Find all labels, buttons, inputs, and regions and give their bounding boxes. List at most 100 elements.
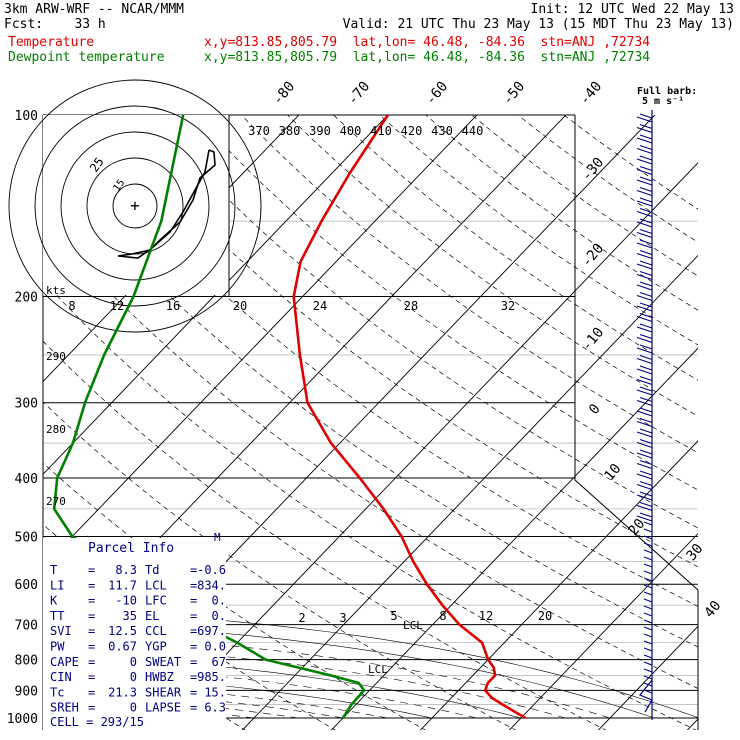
parcel-row-equals: = (190, 701, 197, 715)
parcel-row-equals: = (88, 640, 95, 654)
wind-barb (636, 249, 653, 260)
parcel-row-equals: = (190, 624, 197, 638)
parcel-row-label: SVI (50, 624, 72, 638)
hodograph-axis-label: kts (46, 284, 66, 297)
wind-barb (643, 619, 653, 624)
parcel-row-label: CCL (145, 624, 167, 638)
theta-label: 410 (370, 124, 392, 138)
dry-adiabat-line (333, 115, 698, 381)
parcel-row-equals: = (190, 578, 197, 592)
parcel-row-equals: = (88, 701, 95, 715)
parcel-row-value: 0 (130, 701, 137, 715)
wind-barb (636, 333, 653, 344)
pressure-tick-label: 500 (15, 530, 38, 545)
wind-barb (636, 186, 653, 197)
theta-label: 380 (279, 124, 301, 138)
parcel-row-label: LCL (145, 578, 167, 592)
wind-barb (636, 165, 653, 176)
wind-barb (643, 647, 653, 652)
wind-barb (636, 197, 653, 207)
side-temperature-label: 280 (46, 423, 66, 436)
hodograph-trace (117, 149, 216, 259)
dry-adiabat-line (43, 157, 698, 648)
pressure-tick-label: 400 (15, 472, 38, 487)
wind-barb (643, 598, 653, 603)
mixing-ratio-label: 2 (298, 611, 305, 625)
parcel-row-equals: = (190, 563, 197, 577)
wind-barb (636, 512, 653, 522)
parcel-row-label: Td (145, 563, 159, 577)
lcl-annotation: LCL (368, 663, 388, 676)
wind-barb (636, 323, 653, 333)
wind-barb (643, 521, 653, 526)
parcel-row-value: 697. (197, 624, 226, 638)
wind-barb (636, 375, 653, 386)
wind-barb (636, 239, 653, 249)
isotherm-label: -60 (423, 79, 452, 109)
dry-adiabat-line (102, 115, 698, 568)
parcel-row-value: 0. (212, 594, 226, 608)
wind-barb (643, 591, 653, 596)
wind-barb (636, 396, 653, 407)
dewpoint-legend: Dewpoint temperature (8, 50, 165, 65)
pressure-tick-label: 700 (15, 619, 38, 634)
dry-adiabat-line (195, 115, 698, 491)
wind-barb (636, 260, 653, 270)
wind-barb (636, 501, 653, 512)
dewpoint-location: x,y=813.85,805.79 lat,lon= 46.48, -84.36… (204, 50, 650, 65)
init-time: Init: 12 UTC Wed 22 May 13 (531, 2, 735, 17)
parcel-row-value: 0 (130, 655, 137, 669)
parcel-row-equals: = (88, 685, 95, 699)
dry-adiabat-line (43, 219, 698, 689)
mixing-ratio-label: 8 (439, 609, 446, 623)
wind-barb (636, 281, 653, 291)
isotherm-label: -10 (579, 325, 608, 355)
isotherm-line (686, 718, 698, 730)
wind-barb (643, 584, 653, 589)
wind-barb (636, 291, 653, 302)
dry-adiabat-line (471, 115, 698, 277)
pressure-tick-label: 900 (15, 684, 38, 699)
wind-barb (636, 302, 653, 312)
lcl-annotation: LCL (403, 619, 423, 632)
wind-barb (636, 218, 653, 228)
dry-adiabat-line (56, 115, 698, 607)
dry-adiabat-line (43, 401, 517, 730)
wind-barb (636, 407, 653, 417)
parcel-row-label: K (50, 594, 58, 608)
wind-barb (643, 633, 653, 638)
isotherm-line (597, 625, 698, 730)
parcel-row-label: PW (50, 640, 65, 654)
forecast-hour: Fcst: 33 h (4, 17, 106, 32)
pressure-tick-label: 1000 (7, 712, 38, 727)
parcel-row-label: LFC (145, 594, 167, 608)
wind-barb (636, 417, 653, 428)
pressure-tick-label: 300 (15, 397, 38, 412)
chart-header: 3km ARW-WRF -- NCAR/MMM Init: 12 UTC Wed… (0, 0, 740, 70)
wind-barb (643, 605, 653, 610)
hodograph-ring (60, 131, 210, 281)
theta-label: 400 (340, 124, 362, 138)
parcel-row-value: 985. (197, 670, 226, 684)
hodograph-ring-label: 28 (404, 299, 418, 313)
isotherm-line (241, 254, 698, 730)
side-temperature-label: 270 (46, 495, 66, 508)
parcel-row-equals: = (190, 670, 197, 684)
parcel-info-title: Parcel Info (88, 541, 174, 556)
dry-adiabat-line (287, 115, 698, 417)
wind-barb (643, 535, 653, 540)
parcel-row-label: EL (145, 609, 159, 623)
parcel-row-value: 21.3 (108, 685, 137, 699)
wind-barb (636, 123, 653, 134)
parcel-row-equals: = (88, 655, 95, 669)
parcel-row-equals: = (88, 670, 95, 684)
parcel-row-value: 0.67 (108, 640, 137, 654)
wind-barb (643, 570, 653, 575)
parcel-row-label: Tc (50, 685, 64, 699)
theta-label: 430 (431, 124, 453, 138)
hodograph-ring-label: 24 (313, 299, 327, 313)
barb-legend-value: 5 m s⁻¹ (642, 96, 684, 107)
parcel-row-label: TT (50, 609, 64, 623)
hodograph-ring-label: 8 (68, 299, 75, 313)
